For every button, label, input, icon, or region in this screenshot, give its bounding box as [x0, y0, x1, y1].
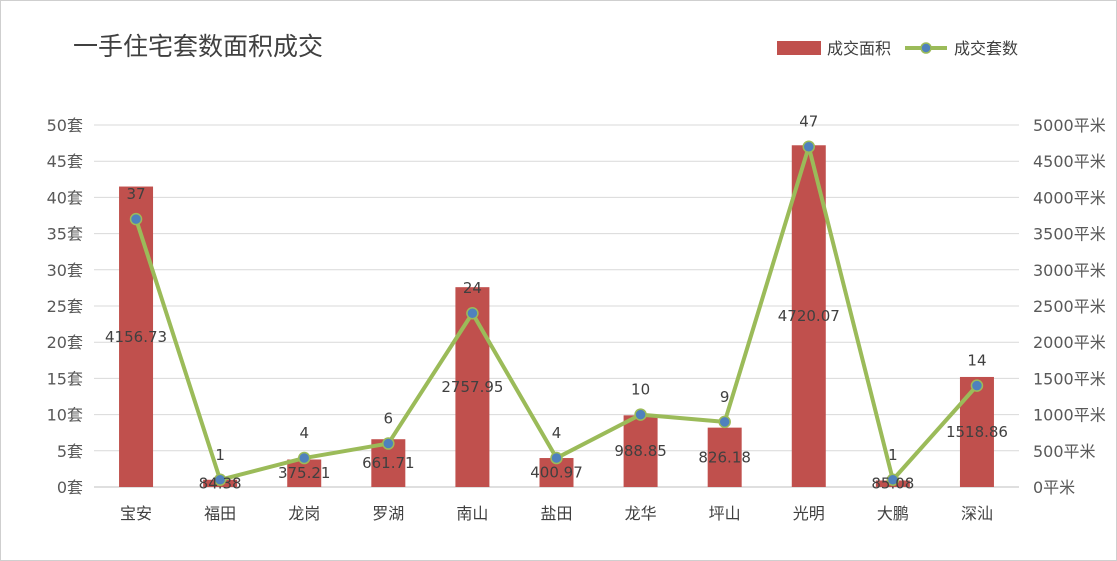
- right-tick-label: 2000平米: [1033, 333, 1106, 352]
- right-axis-ticks: 0平米 500平米 1000平米 1500平米 2000平米 2500平米 3000平米 35…: [1033, 116, 1106, 497]
- line-marker: [129, 212, 143, 226]
- category-label: 盐田: [540, 504, 572, 523]
- bar-data-label: 400.97: [530, 464, 583, 482]
- bar-data-label: 661.71: [362, 454, 415, 472]
- category-label: 大鹏: [877, 504, 909, 523]
- category-label: 龙岗: [288, 504, 320, 523]
- line-data-label: 1: [215, 446, 225, 464]
- right-tick-label: 4000平米: [1033, 188, 1106, 207]
- legend-bar-swatch: [777, 41, 821, 55]
- left-tick-label: 35套: [47, 225, 83, 244]
- line-data-label: 14: [967, 352, 986, 370]
- line-marker: [466, 306, 479, 320]
- bar-data-label: 4720.07: [778, 307, 840, 325]
- bar-series: [119, 145, 994, 488]
- bar-data-label: 84.38: [199, 474, 242, 492]
- category-label: 深汕: [961, 504, 993, 523]
- legend-line-marker: [920, 42, 932, 54]
- bar-data-label: 2757.95: [441, 378, 503, 396]
- bar-data-labels: 4156.73 84.38 375.21 661.71 2757.95 400.97 988…: [105, 307, 1008, 493]
- right-tick-label: 1500平米: [1033, 369, 1106, 388]
- bar: [623, 415, 658, 487]
- line-marker: [886, 473, 900, 487]
- right-tick-label: 4500平米: [1033, 152, 1106, 171]
- left-axis-ticks: 0套 5套 10套 15套 20套 25套 30套 35套 40套 45套 50套: [47, 116, 83, 497]
- left-tick-label: 25套: [47, 297, 83, 316]
- line-marker: [213, 473, 227, 487]
- bar-data-label: 85.08: [871, 475, 914, 493]
- line-data-label: 9: [720, 388, 730, 406]
- category-labels: 宝安 福田 龙岗 罗湖 南山 盐田 龙华 坪山 光明 大鹏 深汕: [120, 504, 993, 523]
- line-marker: [634, 408, 647, 421]
- bar: [455, 287, 490, 487]
- left-tick-label: 20套: [47, 333, 83, 352]
- line-data-label: 24: [463, 279, 482, 297]
- bar: [707, 427, 742, 487]
- bar-data-label: 1518.86: [946, 423, 1008, 441]
- right-tick-label: 5000平米: [1033, 116, 1106, 135]
- category-label: 宝安: [120, 504, 152, 523]
- line-marker: [550, 451, 563, 465]
- bar: [119, 186, 154, 488]
- category-label: 龙华: [625, 504, 657, 523]
- right-tick-label: 2500平米: [1033, 297, 1106, 316]
- left-tick-label: 5套: [57, 442, 83, 461]
- right-tick-label: 0平米: [1033, 478, 1075, 497]
- line-series: [129, 140, 984, 487]
- bar-data-label: 4156.73: [105, 328, 167, 346]
- right-tick-label: 3000平米: [1033, 261, 1106, 280]
- right-tick-label: 1000平米: [1033, 406, 1106, 425]
- right-tick-label: 500平米: [1033, 442, 1096, 461]
- category-label: 光明: [793, 504, 825, 523]
- line-marker: [297, 451, 311, 465]
- bar-data-label: 375.21: [278, 464, 331, 482]
- category-label: 南山: [456, 504, 488, 523]
- bar-data-label: 826.18: [698, 448, 751, 466]
- gridlines: [94, 124, 1019, 488]
- line-marker: [718, 415, 731, 429]
- category-label: 坪山: [709, 504, 741, 523]
- line-data-label: 1: [888, 446, 898, 464]
- line-data-label: 37: [126, 185, 145, 203]
- line-marker: [382, 437, 395, 450]
- line-data-label: 6: [384, 410, 394, 428]
- bar: [959, 376, 994, 487]
- category-label: 罗湖: [372, 504, 404, 523]
- left-tick-label: 45套: [47, 152, 83, 171]
- line-data-label: 10: [631, 381, 650, 399]
- line-marker: [970, 379, 984, 392]
- line-data-label: 4: [299, 424, 309, 442]
- left-tick-label: 0套: [57, 478, 83, 497]
- line-data-label: 4: [552, 424, 562, 442]
- chart-title: 一手住宅套数面积成交: [73, 32, 323, 61]
- bar: [791, 145, 826, 487]
- legend: 成交面积 成交套数: [777, 39, 1018, 58]
- bar-data-label: 988.85: [614, 442, 667, 460]
- left-tick-label: 15套: [47, 369, 83, 388]
- line-marker: [802, 140, 816, 153]
- left-tick-label: 40套: [47, 188, 83, 207]
- left-tick-label: 30套: [47, 261, 83, 280]
- left-tick-label: 10套: [47, 406, 83, 425]
- legend-line-label: 成交套数: [954, 39, 1018, 58]
- left-tick-label: 50套: [47, 116, 83, 135]
- category-label: 福田: [204, 504, 236, 523]
- line-data-label: 47: [799, 113, 818, 131]
- right-tick-label: 3500平米: [1033, 225, 1106, 244]
- legend-bar-label: 成交面积: [827, 39, 891, 58]
